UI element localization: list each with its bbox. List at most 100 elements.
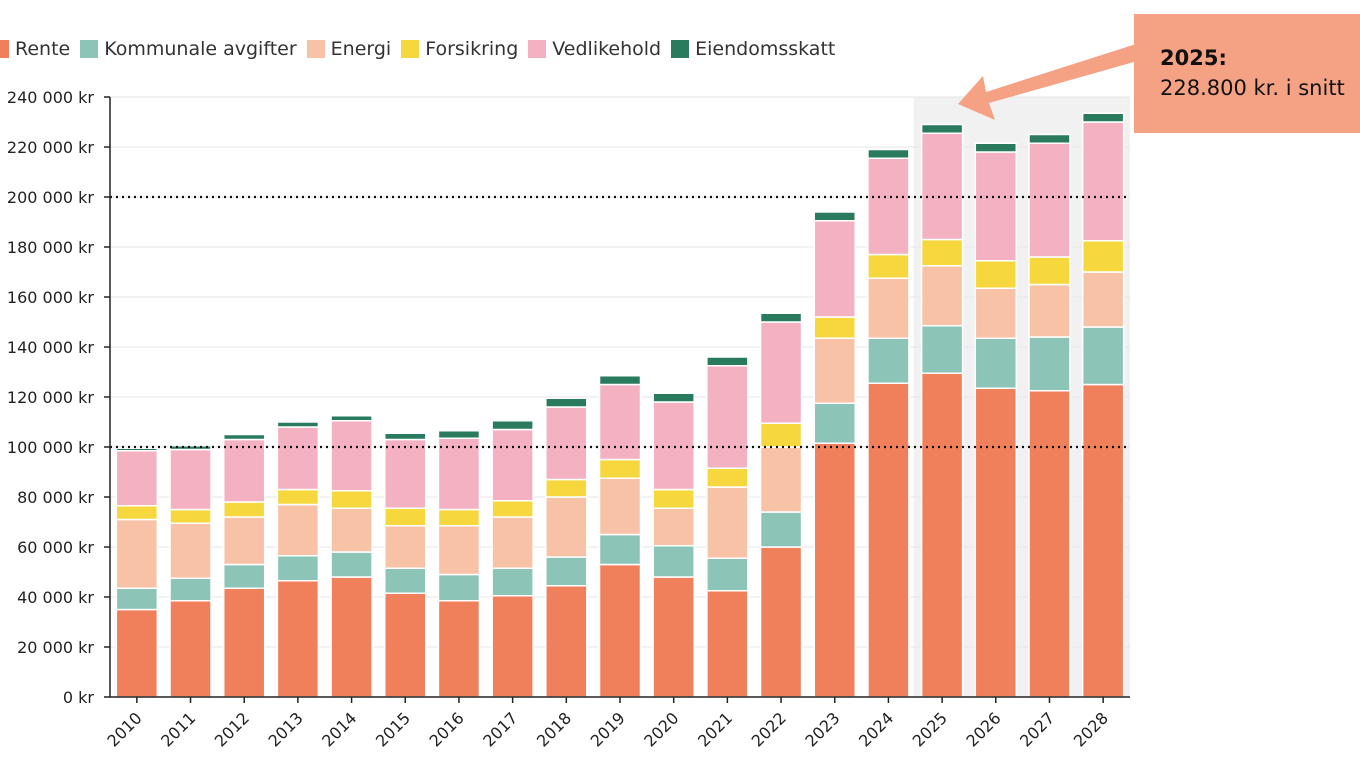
legend-swatch: [528, 40, 547, 58]
bar-segment: [974, 387, 1018, 698]
bar-segment: [813, 211, 856, 222]
bar-segment: [706, 356, 749, 367]
bar-segment: [1081, 271, 1125, 328]
bar-segment: [276, 421, 320, 428]
legend-item: Forsikring: [401, 38, 518, 60]
legend-swatch: [671, 40, 690, 58]
bar-segment: [598, 477, 642, 536]
bar-segment: [115, 518, 159, 589]
y-tick-label: 80 000 kr: [17, 488, 94, 507]
bar-segment: [759, 446, 803, 513]
bar-segment: [384, 432, 427, 441]
legend-label: Eiendomsskatt: [695, 38, 836, 60]
x-tick-label: 2020: [640, 708, 682, 750]
bar-segment: [169, 508, 212, 524]
bar-segment: [1028, 390, 1071, 698]
bar-segment: [276, 426, 320, 491]
bar-segment: [169, 522, 212, 579]
x-tick-label: 2010: [103, 708, 145, 750]
x-tick-label: 2011: [157, 708, 199, 750]
y-tick-label: 200 000 kr: [7, 188, 95, 207]
bar-segment: [222, 587, 266, 698]
bar-segment: [276, 555, 320, 582]
x-tick-label: 2023: [801, 708, 843, 750]
bar-segment: [920, 123, 964, 134]
bar-segment: [330, 551, 373, 578]
bar-segment: [974, 142, 1018, 153]
bar-segment: [652, 545, 695, 578]
bar-segment: [867, 337, 910, 384]
bar-segment: [169, 577, 212, 602]
bar-segment: [759, 422, 803, 448]
x-tick-label: 2028: [1070, 708, 1112, 750]
bar-segment: [1081, 326, 1125, 386]
bar-segment: [759, 321, 803, 424]
y-tick-label: 180 000 kr: [7, 238, 95, 257]
bar-segment: [920, 325, 964, 374]
bar-segment: [491, 567, 534, 597]
legend-label: Forsikring: [425, 38, 519, 60]
bar-segment: [813, 337, 856, 404]
y-tick-label: 120 000 kr: [7, 388, 95, 407]
bar-segment: [437, 508, 481, 527]
bar-segment: [867, 157, 910, 256]
x-tick-label: 2025: [909, 708, 951, 750]
x-tick-label: 2027: [1016, 708, 1058, 750]
x-tick-label: 2013: [264, 708, 306, 750]
bar-segment: [384, 567, 427, 594]
bar-segment: [437, 430, 481, 439]
bar-segment: [115, 505, 159, 521]
bar-segment: [598, 375, 642, 386]
bar-segment: [545, 478, 588, 498]
bar-segment: [1028, 142, 1071, 258]
bar-segment: [115, 608, 159, 698]
legend-item: Kommunale avgifter: [80, 38, 297, 60]
x-tick-label: 2026: [962, 708, 1004, 750]
x-tick-label: 2012: [211, 708, 253, 750]
x-tick-label: 2016: [426, 708, 468, 750]
annotation-callout: 2025: 228.800 kr. i snitt: [1134, 14, 1360, 133]
bar-segment: [1028, 133, 1071, 144]
bar-segment: [706, 365, 749, 469]
bar-segment: [330, 415, 373, 422]
bar-segment: [598, 383, 642, 461]
y-tick-label: 140 000 kr: [7, 338, 95, 357]
bar-segment: [330, 490, 373, 509]
bar-segment: [222, 563, 266, 589]
bar-segment: [115, 450, 159, 507]
bar-segment: [867, 148, 910, 159]
bar-segment: [437, 437, 481, 511]
bar-segment: [920, 372, 964, 698]
bar-segment: [1081, 112, 1125, 123]
bar-segment: [330, 576, 373, 698]
legend-item: Energi: [306, 38, 391, 60]
bar-segment: [652, 401, 695, 491]
bar-segment: [1028, 336, 1071, 392]
bar-segment: [276, 580, 320, 698]
bar-segment: [1028, 256, 1071, 286]
bar-segment: [115, 587, 159, 611]
bar-segment: [867, 277, 910, 339]
bar-segment: [598, 563, 642, 698]
bar-segment: [652, 576, 695, 698]
x-tick-label: 2022: [748, 708, 790, 750]
x-tick-label: 2019: [587, 708, 629, 750]
bar-segment: [813, 316, 856, 339]
x-tick-label: 2021: [694, 708, 736, 750]
bar-segment: [222, 516, 266, 566]
bar-segment: [222, 501, 266, 518]
bar-segment: [759, 511, 803, 548]
bar-segment: [491, 428, 534, 502]
bar-segment: [491, 516, 534, 569]
legend-label: Kommunale avgifter: [104, 38, 297, 60]
bar-segment: [276, 488, 320, 506]
legend-swatch: [306, 40, 325, 58]
bar-segment: [706, 486, 749, 559]
bar-segment: [330, 420, 373, 492]
legend-item: Vedlikehold: [528, 38, 661, 60]
callout-arrow: [958, 44, 1141, 120]
bar-segment: [652, 507, 695, 547]
bar-segment: [706, 467, 749, 488]
y-tick-label: 20 000 kr: [17, 638, 94, 657]
bar-segment: [867, 253, 910, 279]
